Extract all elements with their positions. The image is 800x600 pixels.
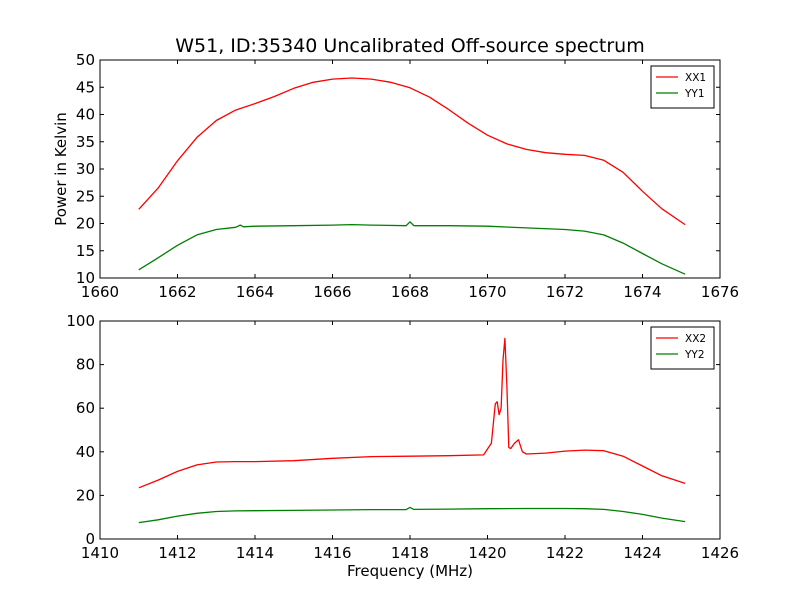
bottom-legend-box xyxy=(650,326,715,370)
bottom-x-tick-label: 1412 xyxy=(158,544,196,562)
top-y-tick-label: 30 xyxy=(76,160,95,178)
top-legend-label-yy1: YY1 xyxy=(684,88,705,100)
top-x-tick-label: 1660 xyxy=(81,283,119,301)
bottom-y-tick-label: 80 xyxy=(76,356,95,374)
bottom-series-line-xx2 xyxy=(138,337,686,489)
bottom-y-tick-label: 100 xyxy=(66,312,95,330)
top-x-tick-label: 1676 xyxy=(701,283,739,301)
bottom-x-tick-label: 1422 xyxy=(546,544,584,562)
bottom-x-tick-label: 1414 xyxy=(236,544,274,562)
bottom-plot: 1410 1412 1414 1416 1418 1420 1422 1424 1426 0 20 4… xyxy=(66,312,739,580)
bottom-y-tick-label: 20 xyxy=(76,486,95,504)
figure-title: W51, ID:35340 Uncalibrated Off-source sp… xyxy=(175,35,644,57)
bottom-x-tick-label: 1410 xyxy=(81,544,119,562)
top-legend-box xyxy=(650,65,715,109)
bottom-x-tick-label: 1424 xyxy=(623,544,661,562)
bottom-x-axis-label: Frequency (MHz) xyxy=(347,562,473,580)
top-x-tick-label: 1666 xyxy=(313,283,351,301)
top-plot: 1660 1662 1664 1666 1668 1670 1672 1674 1676 10 15… xyxy=(52,51,739,301)
top-y-tick-label: 10 xyxy=(76,269,95,287)
top-y-tick-label: 45 xyxy=(76,78,95,96)
top-y-tick-label: 50 xyxy=(76,51,95,69)
bottom-x-tick-label: 1420 xyxy=(468,544,506,562)
bottom-legend-label-yy2: YY2 xyxy=(684,349,705,361)
top-series-line-xx1 xyxy=(138,77,686,226)
bottom-legend-label-xx2: XX2 xyxy=(685,333,706,345)
top-x-tick-label: 1672 xyxy=(546,283,584,301)
top-y-tick-label: 35 xyxy=(76,133,95,151)
bottom-y-tick-label: 0 xyxy=(85,530,95,548)
top-series-line-yy1 xyxy=(138,221,686,275)
top-y-tick-label: 15 xyxy=(76,242,95,260)
top-y-tick-label: 20 xyxy=(76,215,95,233)
top-y-tick-label: 25 xyxy=(76,187,95,205)
top-x-tick-label: 1668 xyxy=(391,283,429,301)
bottom-x-tick-label: 1416 xyxy=(313,544,351,562)
top-y-tick-label: 40 xyxy=(76,106,95,124)
top-x-tick-label: 1662 xyxy=(158,283,196,301)
top-x-tick-label: 1670 xyxy=(468,283,506,301)
bottom-y-tick-label: 60 xyxy=(76,399,95,417)
bottom-y-tick-label: 40 xyxy=(76,443,95,461)
top-x-tick-label: 1664 xyxy=(236,283,274,301)
top-x-tick-label: 1674 xyxy=(623,283,661,301)
bottom-x-tick-label: 1426 xyxy=(701,544,739,562)
top-y-axis-label: Power in Kelvin xyxy=(52,112,70,226)
bottom-x-tick-label: 1418 xyxy=(391,544,429,562)
bottom-series-line-yy2 xyxy=(138,506,686,524)
top-legend-label-xx1: XX1 xyxy=(685,72,706,84)
